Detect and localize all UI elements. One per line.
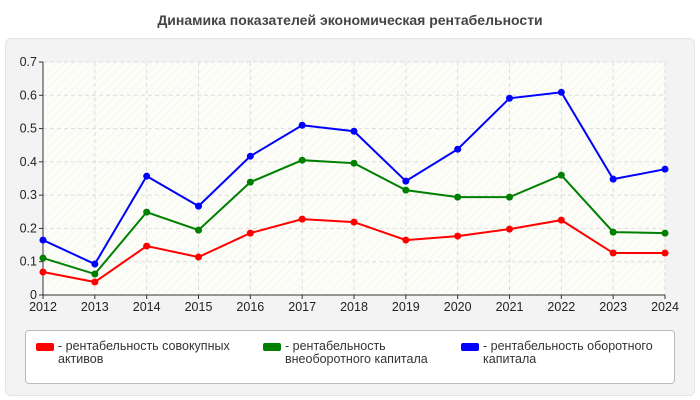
y-tick-label: 0.2 [20, 221, 37, 235]
legend-swatch-2 [461, 343, 479, 351]
data-point-0 [195, 253, 202, 261]
legend-label-0: - рентабельность совокупных активов [58, 339, 230, 366]
data-point-2 [506, 94, 513, 102]
y-tick-label: 0.4 [20, 155, 37, 169]
data-point-1 [246, 178, 254, 186]
data-point-2 [350, 127, 358, 135]
data-point-2 [402, 177, 410, 185]
x-tick-label: 2023 [599, 300, 627, 314]
x-tick-label: 2016 [236, 300, 264, 314]
data-point-1 [506, 193, 513, 201]
x-tick-label: 2020 [444, 300, 472, 314]
legend-label-2: - рентабельность оборотного капитала [483, 339, 653, 366]
data-point-0 [661, 249, 669, 257]
data-point-1 [143, 208, 151, 216]
data-point-0 [609, 249, 617, 257]
data-point-1 [195, 226, 202, 234]
data-point-0 [454, 232, 462, 240]
x-tick-label: 2019 [392, 300, 420, 314]
data-point-2 [661, 165, 669, 173]
x-tick-label: 2012 [29, 300, 57, 314]
legend-swatch-0 [36, 343, 54, 351]
x-tick-label: 2021 [496, 300, 524, 314]
data-point-2 [557, 88, 565, 96]
data-point-1 [661, 229, 669, 237]
data-point-0 [506, 225, 513, 233]
x-tick-label: 2022 [547, 300, 575, 314]
data-point-1 [557, 171, 565, 179]
data-point-1 [39, 254, 47, 262]
data-point-2 [39, 236, 47, 244]
data-point-1 [350, 159, 358, 167]
data-point-2 [143, 172, 151, 180]
data-point-2 [246, 152, 254, 160]
data-point-0 [350, 218, 358, 226]
y-tick-label: 0.7 [20, 55, 37, 69]
data-point-0 [246, 229, 254, 237]
data-point-0 [557, 216, 565, 224]
chart-title: Динамика показателей экономическая рента… [157, 12, 543, 28]
y-tick-label: 0 [30, 288, 37, 302]
y-tick-label: 0.3 [20, 188, 37, 202]
data-point-1 [402, 186, 410, 194]
data-point-2 [91, 260, 99, 268]
legend-label-1: - рентабельность внеоборотного капитала [285, 339, 428, 366]
data-point-2 [609, 175, 617, 183]
data-point-0 [39, 268, 47, 276]
x-tick-label: 2014 [133, 300, 161, 314]
x-tick-label: 2015 [185, 300, 213, 314]
data-point-0 [91, 278, 99, 286]
data-point-1 [454, 193, 462, 201]
data-point-1 [298, 156, 306, 164]
chart-plot: 0 0.1 0.2 0.3 0.4 0.5 0.6 0.7 2012 2013 2014 2015 20… [20, 55, 679, 314]
y-tick-label: 0.5 [20, 122, 37, 136]
data-point-2 [298, 121, 306, 129]
x-tick-label: 2017 [288, 300, 316, 314]
x-tick-label: 2013 [81, 300, 109, 314]
data-point-0 [402, 236, 410, 244]
data-point-0 [298, 215, 306, 223]
data-point-0 [143, 242, 151, 250]
data-point-1 [91, 270, 99, 278]
y-tick-label: 0.6 [20, 88, 37, 102]
x-tick-label: 2024 [651, 300, 679, 314]
data-point-2 [195, 202, 202, 210]
data-point-1 [609, 228, 617, 236]
legend: - рентабельность совокупных активов - ре… [25, 330, 675, 384]
y-tick-label: 0.1 [20, 255, 37, 269]
x-tick-label: 2018 [340, 300, 368, 314]
legend-swatch-1 [263, 343, 281, 351]
data-point-2 [454, 145, 462, 153]
